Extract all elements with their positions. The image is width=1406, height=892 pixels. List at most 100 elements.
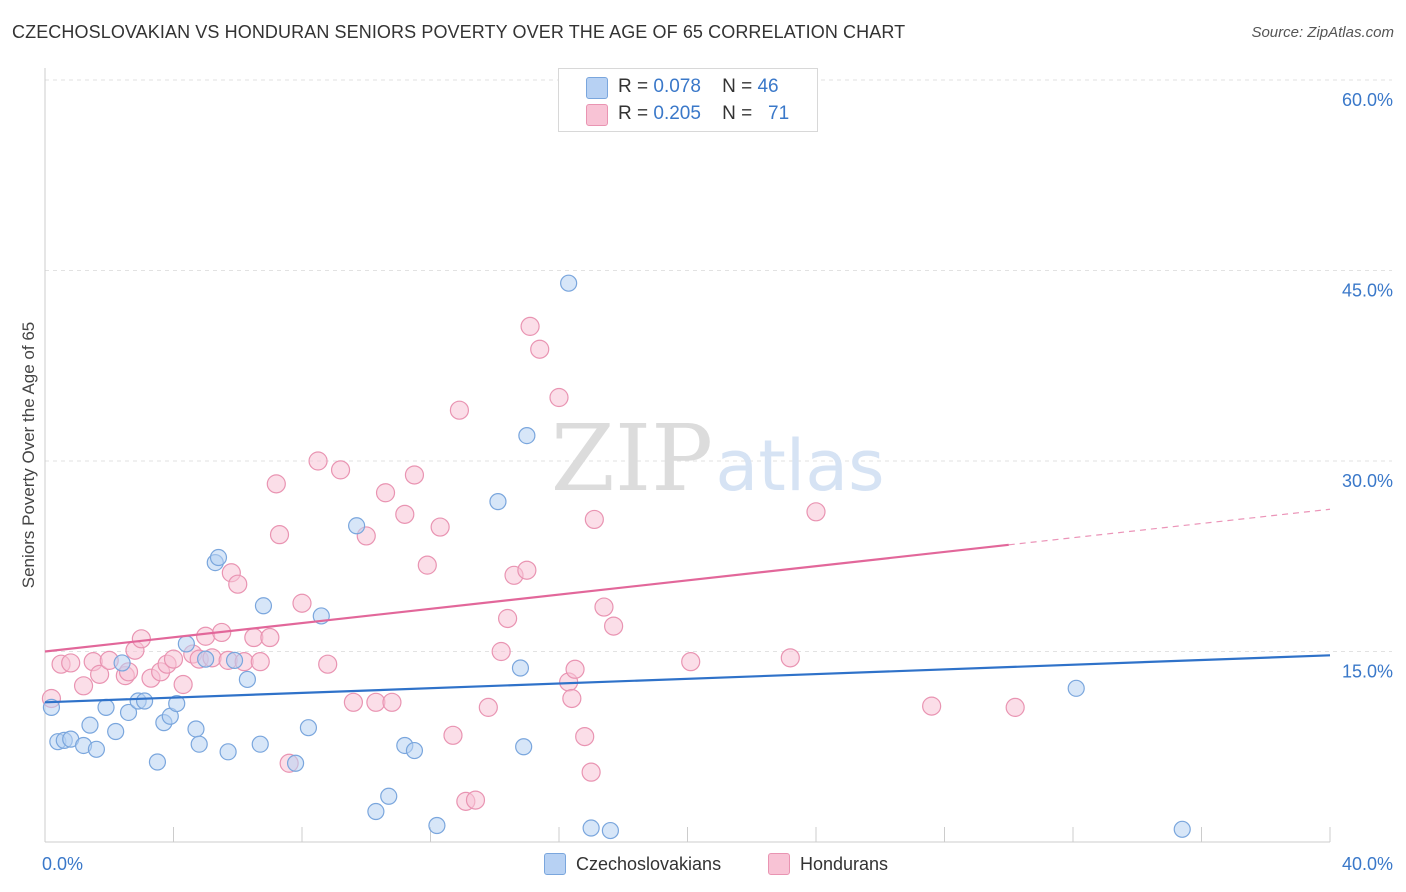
watermark-atlas: atlas [715, 425, 884, 507]
czech-points [42, 274, 1191, 840]
honduran-point [594, 597, 614, 617]
tick-labels: 15.0% 30.0% 45.0% 60.0% 0.0% 40.0% [42, 90, 1393, 874]
trend-lines [44, 508, 1331, 704]
honduran-point [465, 790, 486, 810]
czech-point [177, 635, 195, 653]
legend: R = 0.078 N = 46 R = 0.205 N = 71 [558, 68, 818, 132]
czech-point [168, 694, 186, 713]
czech-point [81, 716, 99, 734]
czech-point [299, 719, 318, 737]
czech-point [511, 659, 530, 677]
czech-point [515, 738, 533, 756]
czech-point [107, 722, 125, 741]
czech-point [367, 802, 385, 821]
czech-point [197, 650, 215, 668]
honduran-point [173, 674, 193, 695]
honduran-trend-line [44, 543, 1009, 653]
honduran-point [584, 509, 604, 530]
czech-point [582, 819, 600, 837]
legend-n-value: 46 [757, 76, 779, 97]
bottom-legend-label-honduran: Hondurans [800, 853, 889, 874]
honduran-point [417, 555, 437, 575]
honduran-point [73, 676, 94, 696]
honduran-point [260, 627, 280, 648]
czech-point [1067, 679, 1085, 697]
legend-n-label: N = [722, 76, 753, 97]
honduran-point [292, 593, 312, 613]
honduran-point [366, 692, 386, 712]
honduran-points [41, 105, 1025, 811]
honduran-point [196, 626, 216, 646]
czech-point [190, 735, 208, 753]
watermark-zip: ZIP [551, 405, 713, 512]
honduran-point [443, 725, 463, 745]
y-tick-label: 60.0% [1342, 90, 1393, 110]
czech-point [428, 816, 446, 835]
honduran-point [244, 627, 264, 648]
czech-point [225, 651, 244, 669]
honduran-point [549, 387, 569, 408]
x-tick-label: 0.0% [42, 854, 83, 874]
chart-title: CZECHOSLOVAKIAN VS HONDURAN SENIORS POVE… [12, 22, 906, 42]
honduran-point [395, 504, 415, 524]
honduran-point [581, 762, 601, 782]
honduran-point [575, 726, 595, 747]
honduran-point [228, 574, 248, 594]
legend-swatch-honduran [586, 104, 608, 126]
honduran-point [163, 649, 184, 669]
watermark: ZIP atlas [551, 405, 885, 512]
czech-point [251, 735, 269, 753]
legend-r-label: R = [618, 76, 649, 97]
honduran-point [90, 664, 110, 684]
czech-point [148, 753, 167, 771]
czech-point [254, 597, 273, 615]
czech-point [1173, 820, 1191, 838]
y-tick-label: 45.0% [1342, 281, 1393, 301]
honduran-point [269, 525, 290, 545]
czech-point [286, 754, 305, 772]
czech-point [560, 274, 578, 292]
czech-point [42, 698, 61, 716]
honduran-point [430, 517, 450, 537]
source-label: Source: ZipAtlas.com [1251, 24, 1394, 41]
honduran-point [318, 654, 338, 674]
honduran-point [517, 560, 537, 580]
honduran-trend-extension [1008, 508, 1331, 546]
bottom-legend-czech[interactable]: Czechoslovakians [544, 852, 721, 876]
czech-point [348, 517, 366, 535]
honduran-point [343, 692, 363, 712]
honduran-point [266, 474, 286, 494]
honduran-point [478, 697, 498, 717]
honduran-point [806, 502, 826, 522]
czech-point [97, 698, 115, 716]
czech-point [380, 787, 398, 805]
gridlines [45, 79, 1392, 652]
czech-point [238, 670, 256, 689]
honduran-point [530, 339, 550, 359]
czech-point [219, 743, 237, 761]
czech-point [87, 740, 106, 758]
czech-point [119, 703, 138, 722]
czech-point [113, 654, 131, 672]
honduran-point [565, 659, 585, 679]
czech-point [489, 493, 507, 511]
honduran-point [375, 483, 396, 503]
legend-r-value: 0.078 [653, 76, 701, 97]
bottom-legend-honduran[interactable]: Hondurans [768, 852, 888, 876]
honduran-point [498, 608, 518, 629]
honduran-point [922, 696, 942, 716]
y-tick-label: 15.0% [1342, 662, 1393, 682]
honduran-point [491, 641, 511, 662]
bottom-legend-swatch-czech [544, 853, 566, 875]
legend-n-label: N = [722, 103, 753, 124]
honduran-point [131, 629, 151, 649]
legend-swatch-czech [586, 77, 608, 99]
honduran-point [308, 451, 328, 471]
legend-r-value: 0.205 [653, 103, 701, 124]
honduran-point [520, 316, 540, 336]
czech-point [187, 720, 205, 738]
bottom-legend-swatch-honduran [768, 853, 790, 875]
honduran-point [562, 688, 582, 709]
czech-point [405, 741, 424, 760]
